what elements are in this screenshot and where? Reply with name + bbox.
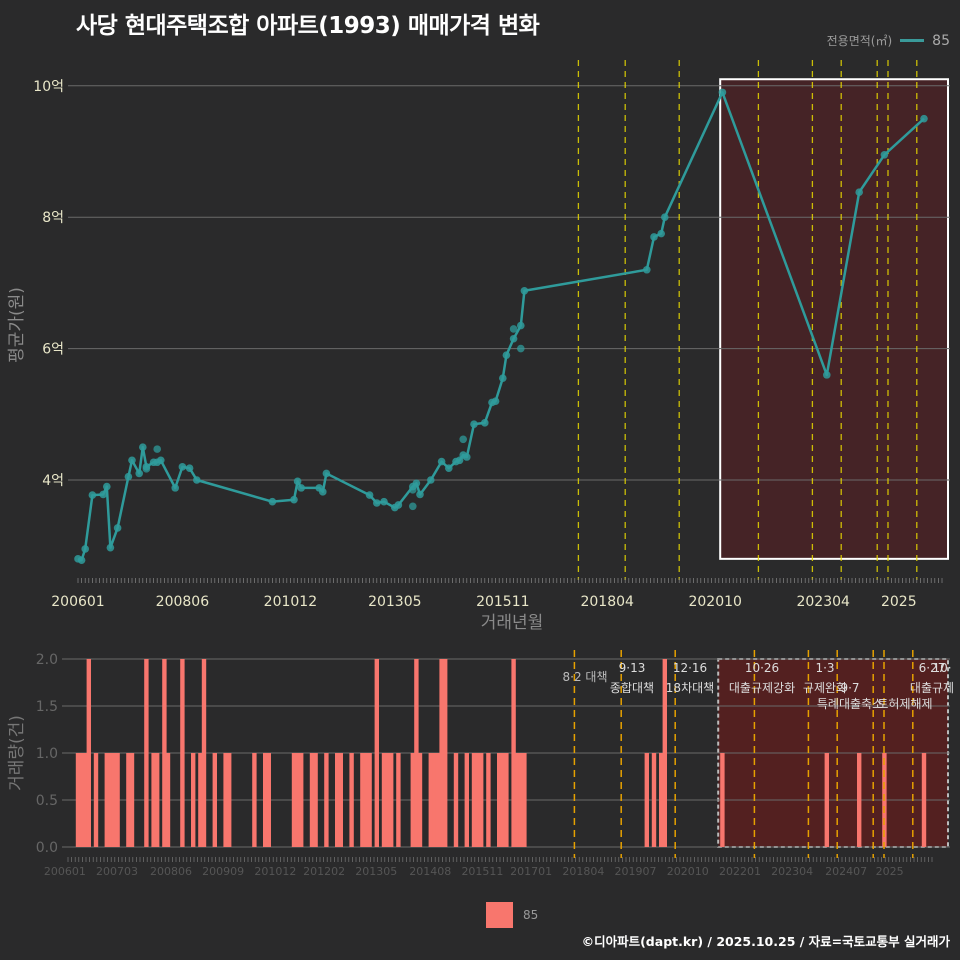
svg-text:200601: 200601 (44, 865, 86, 878)
svg-text:202304: 202304 (796, 594, 850, 610)
source-caption: ©디아파트(dapt.kr) / 2025.10.25 / 자료=국토교통부 실… (582, 931, 950, 950)
svg-text:6억: 6억 (42, 342, 64, 358)
svg-text:2025: 2025 (881, 594, 917, 610)
svg-text:9·13: 9·13 (619, 661, 646, 675)
svg-text:10억: 10억 (33, 79, 64, 95)
svg-text:201305: 201305 (368, 594, 421, 610)
price-chart: 4억 6억 8억 10억 200601 200806 201012 201305 201511 2… (7, 60, 950, 633)
svg-text:202010: 202010 (667, 865, 709, 878)
svg-text:대출규제: 대출규제 (910, 681, 954, 695)
svg-text:201012: 201012 (254, 865, 296, 878)
svg-text:0.5: 0.5 (36, 793, 58, 809)
svg-text:201012: 201012 (264, 594, 317, 610)
svg-text:201511: 201511 (461, 865, 503, 878)
legend-bottom: 85 (486, 902, 538, 928)
svg-text:8억: 8억 (42, 210, 64, 226)
svg-text:토허제해제: 토허제해제 (877, 697, 932, 711)
svg-text:거래년월: 거래년월 (481, 613, 544, 633)
svg-text:202201: 202201 (719, 865, 761, 878)
svg-text:200806: 200806 (156, 594, 210, 610)
svg-text:200909: 200909 (202, 865, 244, 878)
svg-text:10·: 10· (932, 661, 951, 675)
svg-text:200703: 200703 (96, 865, 138, 878)
svg-text:대출규제강화: 대출규제강화 (729, 681, 795, 695)
svg-text:200601: 200601 (51, 594, 104, 610)
svg-text:특례대출축소: 특례대출축소 (817, 697, 883, 711)
volume-chart: 0.0 0.5 1.0 1.5 2.0 거래량(건) 8·2 대책 9·13 종합대책 12·16… (7, 650, 954, 878)
svg-text:2.0: 2.0 (36, 652, 58, 668)
svg-text:202304: 202304 (771, 865, 813, 878)
svg-text:201511: 201511 (476, 594, 529, 610)
svg-text:18차대책: 18차대책 (666, 680, 714, 695)
svg-text:평균가(원): 평균가(원) (7, 287, 27, 363)
svg-text:201804: 201804 (580, 594, 634, 610)
svg-text:202010: 202010 (688, 594, 741, 610)
svg-text:12·16: 12·16 (673, 661, 707, 675)
svg-text:1.5: 1.5 (36, 699, 58, 715)
svg-text:201804: 201804 (562, 865, 604, 878)
svg-text:종합대책: 종합대책 (610, 680, 654, 695)
svg-text:8·2 대책: 8·2 대책 (563, 669, 608, 684)
svg-text:201202: 201202 (303, 865, 345, 878)
svg-text:10·26: 10·26 (745, 661, 779, 675)
legend-bottom-label: 85 (523, 908, 538, 922)
svg-text:201305: 201305 (355, 865, 397, 878)
svg-text:0.0: 0.0 (36, 840, 58, 856)
svg-text:1.0: 1.0 (36, 746, 58, 762)
svg-text:2025: 2025 (876, 865, 904, 878)
svg-text:201408: 201408 (409, 865, 451, 878)
svg-text:1·3: 1·3 (815, 661, 834, 675)
svg-text:9·7: 9·7 (840, 681, 859, 695)
charts-canvas: 4억 6억 8억 10억 200601 200806 201012 201305 201511 2… (0, 0, 960, 960)
svg-text:201701: 201701 (510, 865, 552, 878)
legend-bar-swatch-icon (486, 902, 513, 928)
highlight-box (720, 79, 948, 559)
svg-text:202407: 202407 (825, 865, 867, 878)
svg-text:거래량(건): 거래량(건) (7, 715, 27, 791)
svg-text:200806: 200806 (150, 865, 192, 878)
svg-text:201907: 201907 (615, 865, 657, 878)
svg-text:4억: 4억 (42, 473, 64, 489)
